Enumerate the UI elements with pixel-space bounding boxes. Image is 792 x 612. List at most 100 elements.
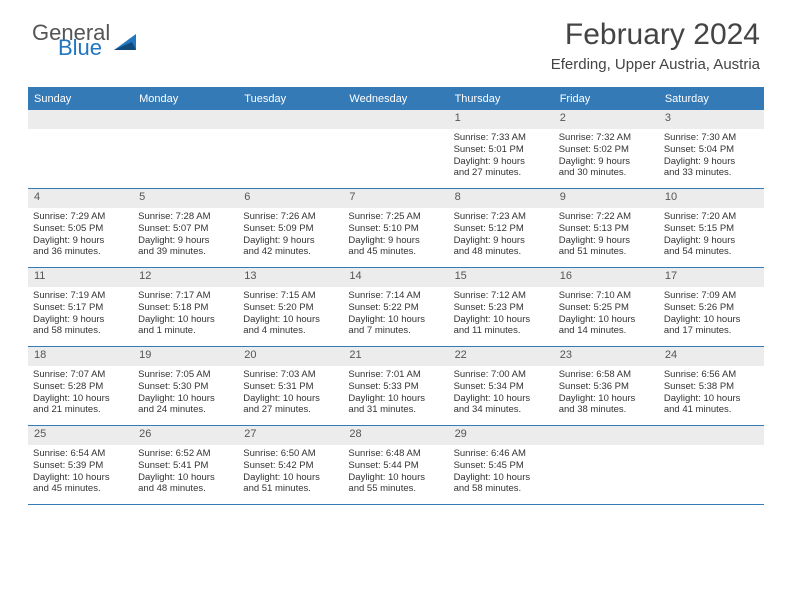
sunset-text: Sunset: 5:05 PM: [33, 223, 128, 235]
empty-daynum: [554, 426, 659, 445]
month-title: February 2024: [551, 18, 760, 52]
sunrise-text: Sunrise: 6:52 AM: [138, 448, 233, 460]
daylight-text: Daylight: 10 hours: [243, 314, 338, 326]
day-number: 19: [133, 347, 238, 366]
daylight-text: Daylight: 9 hours: [454, 235, 549, 247]
day-body: Sunrise: 7:26 AMSunset: 5:09 PMDaylight:…: [238, 208, 343, 264]
sunrise-text: Sunrise: 7:25 AM: [348, 211, 443, 223]
day-cell: 23Sunrise: 6:58 AMSunset: 5:36 PMDayligh…: [554, 347, 659, 425]
empty-daynum: [343, 110, 448, 129]
sunset-text: Sunset: 5:23 PM: [454, 302, 549, 314]
day-body: Sunrise: 7:22 AMSunset: 5:13 PMDaylight:…: [554, 208, 659, 264]
sunrise-text: Sunrise: 7:32 AM: [559, 132, 654, 144]
daylight-text: Daylight: 10 hours: [664, 314, 759, 326]
day-body: Sunrise: 6:56 AMSunset: 5:38 PMDaylight:…: [659, 366, 764, 422]
empty-daynum: [28, 110, 133, 129]
day-body: Sunrise: 7:05 AMSunset: 5:30 PMDaylight:…: [133, 366, 238, 422]
sunrise-text: Sunrise: 7:26 AM: [243, 211, 338, 223]
day-number: 22: [449, 347, 554, 366]
day-cell: 16Sunrise: 7:10 AMSunset: 5:25 PMDayligh…: [554, 268, 659, 346]
daylight-text: and 7 minutes.: [348, 325, 443, 337]
daylight-text: Daylight: 9 hours: [243, 235, 338, 247]
sunset-text: Sunset: 5:07 PM: [138, 223, 233, 235]
location-label: Eferding, Upper Austria, Austria: [551, 56, 760, 73]
daylight-text: and 4 minutes.: [243, 325, 338, 337]
daylight-text: and 17 minutes.: [664, 325, 759, 337]
daylight-text: and 45 minutes.: [348, 246, 443, 258]
day-number: 17: [659, 268, 764, 287]
sunrise-text: Sunrise: 7:00 AM: [454, 369, 549, 381]
dow-saturday: Saturday: [659, 89, 764, 110]
daylight-text: and 11 minutes.: [454, 325, 549, 337]
day-cell: 22Sunrise: 7:00 AMSunset: 5:34 PMDayligh…: [449, 347, 554, 425]
dow-monday: Monday: [133, 89, 238, 110]
sunrise-text: Sunrise: 7:03 AM: [243, 369, 338, 381]
day-body: Sunrise: 7:19 AMSunset: 5:17 PMDaylight:…: [28, 287, 133, 343]
sunset-text: Sunset: 5:20 PM: [243, 302, 338, 314]
week-row: 1Sunrise: 7:33 AMSunset: 5:01 PMDaylight…: [28, 110, 764, 189]
daylight-text: Daylight: 9 hours: [664, 156, 759, 168]
empty-daynum: [659, 426, 764, 445]
dow-sunday: Sunday: [28, 89, 133, 110]
daylight-text: Daylight: 9 hours: [454, 156, 549, 168]
title-block: February 2024 Eferding, Upper Austria, A…: [551, 18, 760, 73]
sunset-text: Sunset: 5:22 PM: [348, 302, 443, 314]
sunset-text: Sunset: 5:25 PM: [559, 302, 654, 314]
day-body: Sunrise: 7:33 AMSunset: 5:01 PMDaylight:…: [449, 129, 554, 185]
daylight-text: and 27 minutes.: [454, 167, 549, 179]
sunset-text: Sunset: 5:26 PM: [664, 302, 759, 314]
day-cell: 27Sunrise: 6:50 AMSunset: 5:42 PMDayligh…: [238, 426, 343, 504]
day-body: Sunrise: 7:01 AMSunset: 5:33 PMDaylight:…: [343, 366, 448, 422]
sunset-text: Sunset: 5:17 PM: [33, 302, 128, 314]
day-cell: 25Sunrise: 6:54 AMSunset: 5:39 PMDayligh…: [28, 426, 133, 504]
sunset-text: Sunset: 5:13 PM: [559, 223, 654, 235]
day-cell: 29Sunrise: 6:46 AMSunset: 5:45 PMDayligh…: [449, 426, 554, 504]
sunrise-text: Sunrise: 6:58 AM: [559, 369, 654, 381]
daylight-text: Daylight: 10 hours: [243, 393, 338, 405]
day-number: 28: [343, 426, 448, 445]
day-body: Sunrise: 7:20 AMSunset: 5:15 PMDaylight:…: [659, 208, 764, 264]
daylight-text: Daylight: 10 hours: [348, 314, 443, 326]
calendar: SundayMondayTuesdayWednesdayThursdayFrid…: [28, 87, 764, 505]
empty-cell: [554, 426, 659, 504]
sunrise-text: Sunrise: 7:09 AM: [664, 290, 759, 302]
week-row: 11Sunrise: 7:19 AMSunset: 5:17 PMDayligh…: [28, 268, 764, 347]
day-cell: 2Sunrise: 7:32 AMSunset: 5:02 PMDaylight…: [554, 110, 659, 188]
sunrise-text: Sunrise: 6:50 AM: [243, 448, 338, 460]
dow-friday: Friday: [554, 89, 659, 110]
daylight-text: and 36 minutes.: [33, 246, 128, 258]
daylight-text: Daylight: 9 hours: [33, 314, 128, 326]
sunrise-text: Sunrise: 7:01 AM: [348, 369, 443, 381]
day-number: 5: [133, 189, 238, 208]
day-number: 16: [554, 268, 659, 287]
daylight-text: and 55 minutes.: [348, 483, 443, 495]
day-cell: 17Sunrise: 7:09 AMSunset: 5:26 PMDayligh…: [659, 268, 764, 346]
day-body: Sunrise: 7:29 AMSunset: 5:05 PMDaylight:…: [28, 208, 133, 264]
day-body: Sunrise: 7:28 AMSunset: 5:07 PMDaylight:…: [133, 208, 238, 264]
dow-thursday: Thursday: [449, 89, 554, 110]
day-number: 13: [238, 268, 343, 287]
sunset-text: Sunset: 5:04 PM: [664, 144, 759, 156]
day-cell: 13Sunrise: 7:15 AMSunset: 5:20 PMDayligh…: [238, 268, 343, 346]
day-body: Sunrise: 7:25 AMSunset: 5:10 PMDaylight:…: [343, 208, 448, 264]
day-number: 8: [449, 189, 554, 208]
daylight-text: and 58 minutes.: [33, 325, 128, 337]
day-body: Sunrise: 7:00 AMSunset: 5:34 PMDaylight:…: [449, 366, 554, 422]
daylight-text: and 30 minutes.: [559, 167, 654, 179]
sunset-text: Sunset: 5:33 PM: [348, 381, 443, 393]
day-cell: 14Sunrise: 7:14 AMSunset: 5:22 PMDayligh…: [343, 268, 448, 346]
day-body: Sunrise: 6:50 AMSunset: 5:42 PMDaylight:…: [238, 445, 343, 501]
daylight-text: and 24 minutes.: [138, 404, 233, 416]
day-number: 24: [659, 347, 764, 366]
daylight-text: Daylight: 9 hours: [664, 235, 759, 247]
day-body: Sunrise: 7:09 AMSunset: 5:26 PMDaylight:…: [659, 287, 764, 343]
daylight-text: Daylight: 10 hours: [559, 393, 654, 405]
daylight-text: Daylight: 10 hours: [454, 393, 549, 405]
day-number: 29: [449, 426, 554, 445]
day-body: Sunrise: 7:07 AMSunset: 5:28 PMDaylight:…: [28, 366, 133, 422]
sunrise-text: Sunrise: 7:07 AM: [33, 369, 128, 381]
sunrise-text: Sunrise: 7:23 AM: [454, 211, 549, 223]
day-cell: 10Sunrise: 7:20 AMSunset: 5:15 PMDayligh…: [659, 189, 764, 267]
logo-text-blue: Blue: [58, 39, 110, 58]
daylight-text: Daylight: 10 hours: [243, 472, 338, 484]
